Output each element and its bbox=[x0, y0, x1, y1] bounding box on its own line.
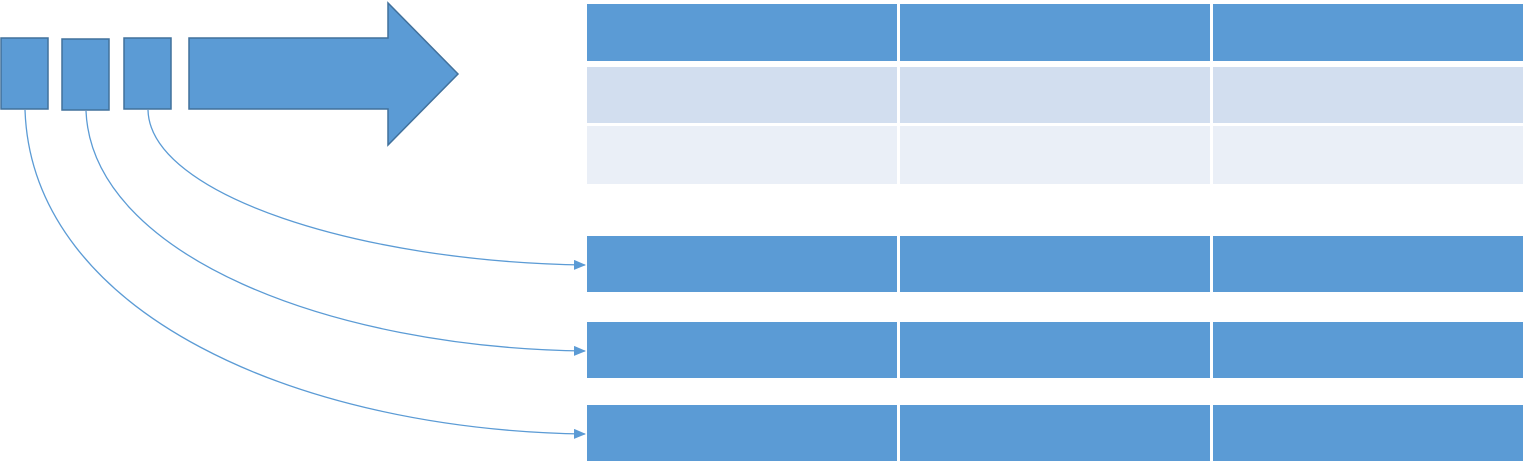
queue-block bbox=[0, 37, 49, 110]
queue-block bbox=[61, 38, 110, 111]
table-cell bbox=[1213, 67, 1523, 123]
target-row-cell bbox=[900, 236, 1210, 292]
table-header-cell bbox=[1213, 4, 1523, 61]
target-row-cell bbox=[587, 236, 897, 292]
main-table bbox=[587, 4, 1523, 184]
table-cell bbox=[587, 126, 897, 184]
table-cell bbox=[900, 126, 1210, 184]
target-row-cell bbox=[1213, 236, 1523, 292]
table-cell bbox=[587, 67, 897, 123]
target-row-cell bbox=[900, 322, 1210, 378]
queue-block bbox=[123, 37, 172, 110]
table-cell bbox=[1213, 126, 1523, 184]
target-rows bbox=[587, 236, 1523, 461]
queue-blocks bbox=[0, 37, 172, 111]
target-row-cell bbox=[1213, 322, 1523, 378]
connectors bbox=[24, 109, 586, 439]
table-header-cell bbox=[900, 4, 1210, 61]
connector-arrow bbox=[24, 109, 586, 439]
target-row-cell bbox=[587, 322, 897, 378]
table-header-cell bbox=[587, 4, 897, 61]
target-row-cell bbox=[587, 405, 897, 461]
connector-arrow bbox=[147, 109, 586, 270]
target-row-cell bbox=[900, 405, 1210, 461]
connector-arrow bbox=[85, 110, 586, 356]
target-row-cell bbox=[1213, 405, 1523, 461]
right-arrow-icon bbox=[188, 1, 460, 147]
table-cell bbox=[900, 67, 1210, 123]
